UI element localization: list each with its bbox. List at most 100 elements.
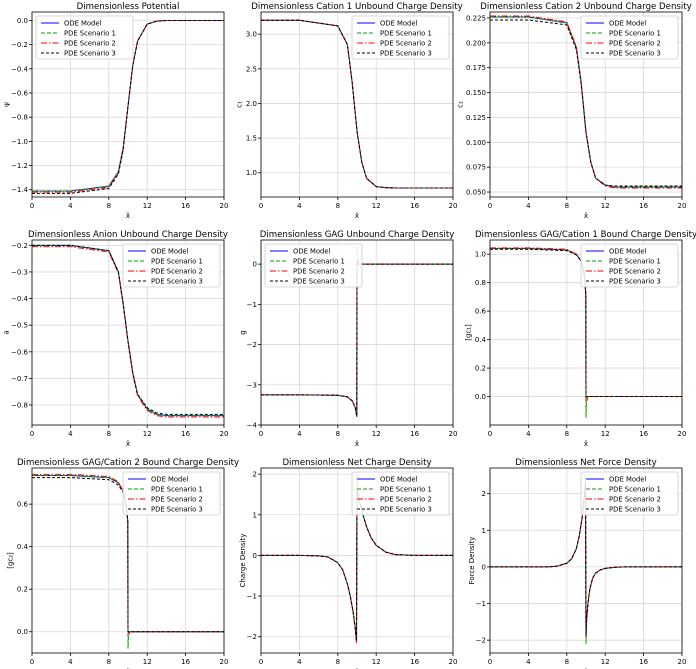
legend-label-4: PDE Scenario 3 <box>151 506 203 514</box>
legend: ODE Model PDE Scenario 1 PDE Scenario 2 PDE… <box>122 471 221 516</box>
axes-frame <box>31 239 225 426</box>
legend-label-3: PDE Scenario 2 <box>609 496 661 504</box>
y-tick-label: 0.4 <box>17 543 29 551</box>
y-tick-label: 1.5 <box>246 135 257 143</box>
y-tick-label: −1.4 <box>11 186 29 194</box>
x-tick-label: 12 <box>601 658 610 666</box>
legend-label-3: PDE Scenario 2 <box>609 268 661 276</box>
axes-frame <box>31 467 225 654</box>
y-tick-label: 0.150 <box>466 89 486 97</box>
x-tick-label: 20 <box>449 658 458 666</box>
x-tick-label: 12 <box>143 658 152 666</box>
x-axis-label: x̃ <box>355 440 359 448</box>
legend: ODE Model PDE Scenario 1 PDE Scenario 2 PDE… <box>351 15 450 60</box>
series-line-4 <box>261 490 453 641</box>
x-tick-label: 12 <box>143 202 152 210</box>
y-tick-label: −2 <box>247 341 257 349</box>
y-axis-label: ψ <box>2 102 10 107</box>
x-tick-label: 4 <box>68 430 73 438</box>
y-axis-label: [gc₂] <box>6 552 14 569</box>
axes-frame <box>260 467 454 654</box>
x-tick-label: 4 <box>68 202 73 210</box>
y-axis-label: Charge Density <box>239 534 247 588</box>
y-tick-label: −0.4 <box>11 295 29 303</box>
legend: ODE Model PDE Scenario 1 PDE Scenario 2 PDE… <box>580 471 679 516</box>
x-tick-label: 0 <box>30 202 34 210</box>
legend-label-1: ODE Model <box>380 20 418 28</box>
y-tick-label: 1.0 <box>246 169 257 177</box>
x-tick-label: 0 <box>259 430 263 438</box>
x-tick-label: 20 <box>678 658 687 666</box>
y-tick-label: 3.0 <box>246 31 257 39</box>
legend-label-4: PDE Scenario 3 <box>380 50 432 58</box>
x-tick-label: 16 <box>410 658 419 666</box>
series-line-4 <box>261 263 453 417</box>
series-line-4 <box>32 19 224 194</box>
legend-label-2: PDE Scenario 1 <box>380 486 432 494</box>
x-tick-label: 20 <box>678 430 687 438</box>
series-line-3 <box>490 480 682 639</box>
legend-label-2: PDE Scenario 1 <box>609 258 661 266</box>
x-tick-label: 4 <box>68 658 73 666</box>
legend-box <box>351 471 450 516</box>
y-tick-label: −0.5 <box>11 322 28 330</box>
y-tick-label: 0.6 <box>17 501 29 509</box>
x-tick-label: 16 <box>181 430 190 438</box>
x-tick-label: 0 <box>30 430 34 438</box>
y-tick-label: 0.4 <box>475 336 487 344</box>
legend-label-4: PDE Scenario 3 <box>64 50 116 58</box>
x-tick-label: 4 <box>526 430 531 438</box>
legend-label-1: ODE Model <box>609 248 647 256</box>
y-tick-label: −0.6 <box>11 90 29 98</box>
y-tick-label: −2 <box>247 633 257 641</box>
x-tick-label: 12 <box>372 658 381 666</box>
legend-box <box>580 243 679 288</box>
x-tick-label: 16 <box>410 202 419 210</box>
chart-panel-7: 0 4 8 12 16 20 0.0 0.2 0.4 0.6 Dimensionless GAG/C… <box>6 458 239 669</box>
legend-label-1: ODE Model <box>151 476 189 484</box>
legend-label-4: PDE Scenario 3 <box>609 278 661 286</box>
x-tick-label: 8 <box>107 658 111 666</box>
y-tick-label: −0.8 <box>11 114 28 122</box>
y-axis-label: [gc₁] <box>464 324 472 341</box>
legend: ODE Model PDE Scenario 1 PDE Scenario 2 PDE… <box>264 243 363 288</box>
axes-frame <box>489 467 683 654</box>
legend: ODE Model PDE Scenario 1 PDE Scenario 2 PDE… <box>35 15 134 60</box>
legend-label-3: PDE Scenario 2 <box>380 40 432 48</box>
y-tick-label: 1 <box>482 527 486 535</box>
legend: ODE Model PDE Scenario 1 PDE Scenario 2 PDE… <box>580 243 679 288</box>
chart-panel-3: 0 4 8 12 16 20 0.050 0.075 0.100 0.125 0.150 0.175 0… <box>457 2 692 220</box>
x-axis-label: x̃ <box>126 440 130 448</box>
y-tick-label: −0.2 <box>11 242 28 250</box>
x-tick-label: 12 <box>372 202 381 210</box>
axes-frame <box>260 11 454 198</box>
x-tick-label: 4 <box>297 202 302 210</box>
y-tick-label: 2.0 <box>246 100 257 108</box>
legend: ODE Model PDE Scenario 1 PDE Scenario 2 PDE… <box>580 15 679 60</box>
x-tick-label: 12 <box>372 430 381 438</box>
x-tick-label: 20 <box>678 202 687 210</box>
chart-title: Dimensionless Net Force Density <box>515 458 657 468</box>
legend-label-2: PDE Scenario 1 <box>151 258 203 266</box>
y-tick-label: 0.0 <box>17 17 28 25</box>
legend-label-3: PDE Scenario 2 <box>293 268 345 276</box>
legend-label-3: PDE Scenario 2 <box>609 40 661 48</box>
legend-label-3: PDE Scenario 2 <box>64 40 116 48</box>
y-tick-label: −1 <box>247 593 257 601</box>
x-axis-label: x̃ <box>584 212 588 220</box>
y-tick-label: 0.225 <box>466 14 486 22</box>
chart-title: Dimensionless Cation 1 Unbound Charge De… <box>251 2 462 12</box>
x-tick-label: 20 <box>220 658 229 666</box>
y-axis-label: c₂ <box>457 101 465 108</box>
chart-title: Dimensionless GAG/Cation 1 Bound Charge … <box>475 230 696 240</box>
x-tick-label: 20 <box>220 202 229 210</box>
y-tick-label: 0 <box>482 563 486 571</box>
x-tick-label: 4 <box>297 430 302 438</box>
y-axis-label: c₁ <box>235 101 243 108</box>
y-tick-label: 0.175 <box>466 64 486 72</box>
x-tick-label: 16 <box>410 430 419 438</box>
x-tick-label: 16 <box>639 202 648 210</box>
x-tick-label: 0 <box>488 658 492 666</box>
x-tick-label: 8 <box>336 430 340 438</box>
